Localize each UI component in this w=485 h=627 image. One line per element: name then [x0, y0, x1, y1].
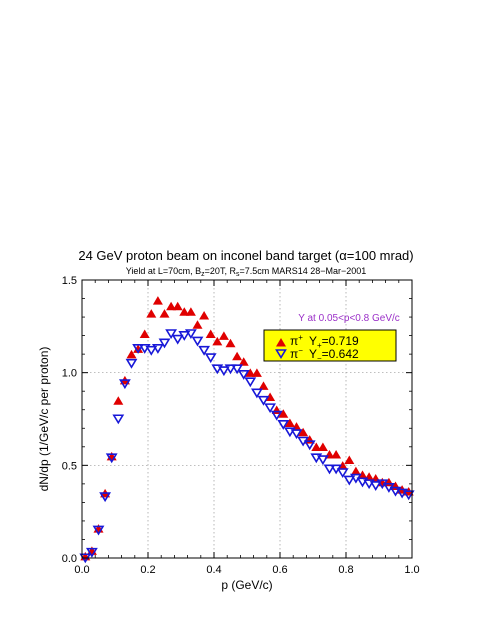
data-point-pi-minus	[204, 353, 217, 364]
data-point-pi-minus	[85, 547, 98, 558]
data-point-pi-plus	[350, 466, 361, 476]
data-point-pi-minus	[363, 479, 376, 490]
data-point-pi-plus	[139, 329, 150, 338]
data-point-pi-minus	[402, 490, 415, 501]
data-point-pi-minus	[224, 364, 237, 375]
data-point-pi-plus	[172, 301, 183, 311]
data-point-pi-minus	[165, 329, 178, 340]
data-point-pi-minus	[316, 455, 329, 466]
data-point-pi-plus	[212, 336, 223, 346]
data-point-pi-minus	[211, 364, 224, 375]
data-point-pi-minus	[171, 334, 184, 345]
data-point-pi-minus	[283, 427, 296, 438]
data-point-pi-minus	[270, 410, 283, 421]
data-point-pi-plus	[205, 329, 216, 338]
x-tick-label: 0.6	[272, 564, 287, 576]
plot-frame	[81, 279, 413, 559]
data-point-pi-minus	[389, 486, 402, 497]
data-point-pi-minus	[217, 366, 230, 377]
data-point-pi-minus	[184, 329, 197, 340]
data-point-pi-minus	[264, 403, 277, 414]
data-point-pi-plus	[311, 442, 322, 452]
data-point-pi-plus	[126, 349, 137, 359]
x-tick-label: 1.0	[404, 564, 419, 576]
y-tick-label: 1.0	[62, 368, 77, 380]
data-point-pi-minus	[396, 488, 409, 499]
data-points	[79, 296, 415, 564]
data-point-pi-minus	[198, 345, 211, 356]
data-point-pi-plus	[225, 338, 236, 348]
data-point-pi-minus	[191, 336, 204, 347]
data-point-pi-plus	[218, 331, 229, 340]
data-point-pi-plus	[251, 368, 262, 377]
data-point-pi-minus	[99, 492, 112, 503]
data-point-pi-minus	[105, 453, 118, 464]
legend-marker-pi-plus	[276, 338, 286, 347]
data-point-pi-plus	[317, 442, 328, 452]
data-point-pi-plus	[133, 344, 144, 353]
data-point-pi-minus	[323, 464, 336, 475]
chart-subtitle: Yield at L=70cm, Bz=20T, Rs=7.5cm MARS14…	[126, 266, 367, 278]
data-point-pi-minus	[277, 420, 290, 430]
data-point-pi-minus	[244, 377, 257, 388]
data-point-pi-plus	[152, 296, 163, 305]
data-point-pi-plus	[159, 309, 170, 318]
data-point-pi-plus	[298, 427, 309, 437]
x-tick-label: 0.2	[140, 564, 155, 576]
legend-marker-pi-minus	[275, 349, 287, 360]
data-point-pi-minus	[290, 429, 303, 440]
data-point-pi-plus	[166, 301, 177, 311]
y-tick-label: 0.0	[62, 553, 77, 565]
data-point-pi-plus	[199, 310, 210, 320]
data-point-pi-plus	[331, 449, 342, 459]
data-point-pi-minus	[310, 453, 323, 464]
x-tick-label: 0.8	[338, 564, 353, 576]
legend: π+ Y+=0.719 π− Y−=0.642	[263, 329, 397, 363]
legend-entry-pi-plus: π+ Y+=0.719	[290, 333, 359, 350]
data-point-pi-plus	[113, 396, 124, 405]
legend-box	[263, 329, 397, 362]
y-axis-label: dN/dp (1/GeV/c per proton)	[37, 347, 51, 492]
data-point-pi-minus	[158, 338, 171, 349]
data-point-pi-plus	[185, 307, 196, 316]
x-axis-label: p (GeV/c)	[221, 578, 272, 592]
data-point-pi-plus	[278, 409, 289, 418]
data-point-pi-minus	[231, 364, 244, 375]
data-point-pi-minus	[336, 468, 349, 479]
data-point-pi-minus	[178, 331, 191, 341]
data-point-pi-minus	[92, 525, 105, 536]
data-point-pi-plus	[232, 351, 243, 361]
legend-entry-pi-minus: π− Y−=0.642	[290, 346, 359, 363]
data-point-pi-plus	[238, 357, 249, 366]
data-point-pi-minus	[257, 395, 270, 406]
data-point-pi-plus	[146, 309, 157, 318]
axis-ticks: 0.0 0.2 0.4 0.6 0.8 1.0 0.0 0.5 1.0 1.5	[62, 275, 420, 576]
data-point-pi-minus	[138, 344, 151, 354]
data-point-pi-plus	[245, 368, 256, 377]
data-point-pi-minus	[112, 414, 125, 425]
data-point-pi-minus	[145, 345, 158, 356]
x-tick-label: 0.4	[206, 564, 221, 576]
chart-title: 24 GeV proton beam on inconel band targe…	[78, 248, 413, 263]
data-point-pi-minus	[125, 358, 138, 369]
data-point-pi-plus	[192, 320, 203, 329]
annotation-text: Y at 0.05<p<0.8 GeV/c	[298, 313, 400, 324]
data-point-pi-minus	[237, 369, 250, 380]
data-point-pi-minus	[250, 388, 263, 399]
data-point-pi-plus	[344, 455, 355, 465]
x-tick-label: 0.0	[74, 564, 89, 576]
data-point-pi-plus	[284, 418, 295, 427]
data-point-pi-minus	[132, 344, 145, 354]
data-point-pi-plus	[179, 307, 190, 316]
data-point-pi-minus	[151, 344, 164, 354]
y-tick-label: 0.5	[62, 460, 77, 472]
y-tick-label: 1.5	[62, 275, 77, 287]
data-point-pi-plus	[258, 381, 269, 390]
data-point-pi-minus	[343, 475, 356, 486]
data-point-pi-minus	[303, 440, 316, 451]
data-point-pi-minus	[369, 481, 382, 492]
data-point-pi-minus	[356, 477, 369, 488]
data-point-pi-minus	[118, 379, 131, 390]
